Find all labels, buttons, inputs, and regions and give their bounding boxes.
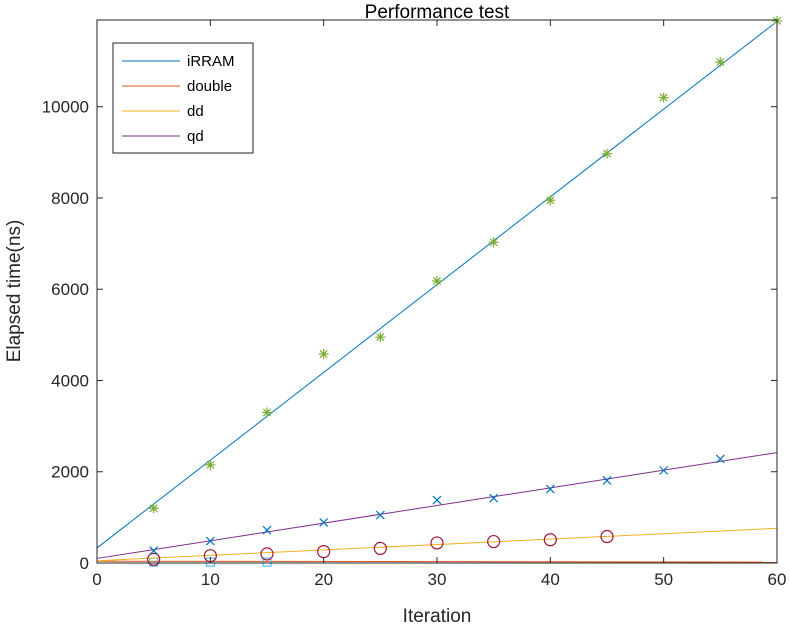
data-point-qd-6	[489, 493, 499, 503]
data-point-iRRAM-5	[432, 276, 442, 287]
data-point-qd-7	[545, 484, 555, 494]
data-point-dd-2	[260, 547, 274, 561]
data-point-dd-5	[430, 536, 444, 550]
data-point-qd-10	[715, 454, 725, 464]
x-tick-label-4: 40	[541, 570, 560, 589]
x-tick-label-2: 20	[314, 570, 333, 589]
data-point-qd-0	[149, 546, 159, 556]
series-iRRAM	[96, 15, 782, 549]
data-point-dd-0	[147, 552, 161, 566]
series-qd	[96, 452, 778, 559]
data-point-qd-9	[659, 465, 669, 475]
legend-label-iRRAM: iRRAM	[187, 53, 235, 70]
y-tick-label-0: 0	[80, 554, 89, 573]
ticks-layer: 0 10 20 30 40 50 60 0 2000 4000 6000 8000 10000	[42, 20, 787, 589]
data-point-dd-8	[600, 529, 614, 544]
x-tick-label-3: 30	[428, 570, 447, 589]
y-tick-label-3: 6000	[51, 280, 89, 299]
y-tick-label-5: 10000	[42, 98, 89, 117]
data-point-iRRAM-3	[318, 349, 329, 360]
legend-label-qd: qd	[187, 128, 204, 145]
y-tick-label-4: 8000	[51, 189, 89, 208]
x-tick-label-6: 60	[768, 570, 787, 589]
legend: iRRAM double dd qd	[112, 42, 254, 154]
data-point-iRRAM-2	[262, 407, 272, 418]
data-point-qd-1	[205, 536, 215, 546]
data-point-double-2	[262, 557, 272, 567]
data-point-dd-7	[543, 533, 557, 547]
data-point-qd-3	[319, 517, 329, 527]
data-point-iRRAM-0	[148, 503, 159, 514]
data-point-qd-8	[602, 475, 612, 485]
data-point-iRRAM-9	[658, 92, 669, 103]
x-axis-label: Iteration	[403, 606, 472, 627]
data-point-dd-6	[487, 534, 501, 549]
legend-label-dd: dd	[187, 103, 204, 120]
y-tick-label-2: 4000	[51, 371, 89, 390]
data-point-iRRAM-1	[205, 459, 216, 470]
chart-title: Performance test	[365, 2, 510, 23]
data-point-iRRAM-6	[488, 237, 499, 248]
x-tick-label-1: 10	[201, 570, 220, 589]
data-point-iRRAM-8	[602, 148, 612, 159]
data-point-iRRAM-10	[715, 56, 726, 67]
x-tick-label-0: 0	[92, 570, 101, 589]
data-point-qd-4	[375, 510, 385, 520]
data-point-iRRAM-4	[375, 332, 386, 343]
y-tick-label-1: 2000	[51, 463, 89, 482]
series-line-dd	[96, 527, 778, 562]
legend-label-double: double	[187, 78, 232, 95]
y-axis-label: Elapsed time(ns)	[4, 220, 25, 363]
x-tick-label-5: 50	[654, 570, 673, 589]
data-point-qd-2	[262, 525, 272, 535]
data-point-qd-5	[432, 495, 442, 505]
data-point-dd-4	[373, 541, 387, 555]
data-point-iRRAM-7	[545, 195, 556, 206]
